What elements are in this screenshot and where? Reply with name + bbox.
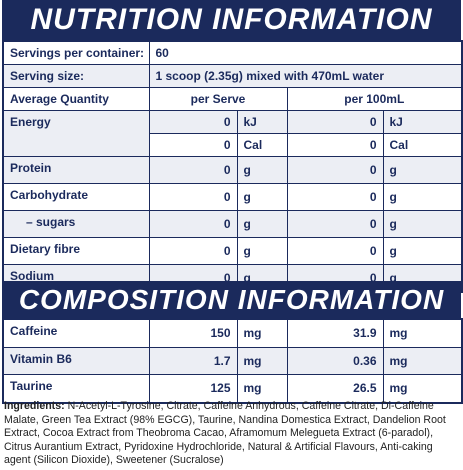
column-header: per Serve xyxy=(148,87,288,111)
column-header: Average Quantity xyxy=(2,87,150,111)
value: 0.36 xyxy=(286,346,384,375)
unit: Cal xyxy=(236,133,288,157)
unit: g xyxy=(382,183,463,211)
value: 0 xyxy=(148,110,238,134)
value: 0 xyxy=(148,237,238,265)
row-value: 60 xyxy=(148,40,463,65)
value: 0 xyxy=(286,133,384,157)
value: 0 xyxy=(148,210,238,238)
row: Servings per container: 60 xyxy=(2,40,463,65)
row: Taurine 125 mg 26.5 mg xyxy=(2,374,463,403)
ingredients-text: N-Acetyl-L-Tyrosine, Citrate, Caffeine A… xyxy=(4,400,446,466)
value: 0 xyxy=(286,210,384,238)
unit: g xyxy=(236,237,288,265)
row: Energy 0 kJ 0 kJ xyxy=(2,110,463,157)
value: 0 xyxy=(286,156,384,184)
row: – sugars 0 g 0 g xyxy=(2,210,463,238)
value: 0 xyxy=(286,237,384,265)
row-label: – sugars xyxy=(2,210,150,238)
row-label: Energy xyxy=(2,110,150,157)
row-label: Carbohydrate xyxy=(2,183,150,211)
value: 150 xyxy=(148,318,238,348)
unit: g xyxy=(382,210,463,238)
unit: g xyxy=(236,183,288,211)
row-label: Servings per container: xyxy=(2,40,150,65)
value: 0 xyxy=(286,183,384,211)
row: Dietary fibre 0 g 0 g xyxy=(2,237,463,265)
unit: mg xyxy=(236,346,288,375)
row-label: Caffeine xyxy=(2,318,150,348)
row-label: Taurine xyxy=(2,374,150,403)
row: 0 Cal 0 Cal xyxy=(3,133,463,157)
row: Carbohydrate 0 g 0 g xyxy=(2,183,463,211)
column-header: per 100mL xyxy=(286,87,463,111)
unit: mg xyxy=(382,346,463,375)
value: 0 xyxy=(148,183,238,211)
row: Protein 0 g 0 g xyxy=(2,156,463,184)
unit: g xyxy=(236,156,288,184)
row-label: Serving size: xyxy=(2,64,150,88)
ingredients: Ingredients: N-Acetyl-L-Tyrosine, Citrat… xyxy=(4,400,460,468)
section-title: COMPOSITION INFORMATION xyxy=(2,281,461,318)
unit: mg xyxy=(236,374,288,403)
ingredients-label: Ingredients: xyxy=(4,400,65,412)
value: 31.9 xyxy=(286,318,384,348)
unit: g xyxy=(382,237,463,265)
row: Caffeine 150 mg 31.9 mg xyxy=(2,318,463,348)
unit: mg xyxy=(382,318,463,348)
row: Vitamin B6 1.7 mg 0.36 mg xyxy=(2,346,463,375)
unit: g xyxy=(382,156,463,184)
row: Serving size: 1 scoop (2.35g) mixed with … xyxy=(2,64,463,88)
row-label: Vitamin B6 xyxy=(2,346,150,375)
unit: kJ xyxy=(382,110,463,134)
value: 0 xyxy=(286,110,384,134)
unit: kJ xyxy=(236,110,288,134)
row: Average Quantity per Serve per 100mL xyxy=(2,87,463,111)
unit: Cal xyxy=(382,133,463,157)
value: 0 xyxy=(148,156,238,184)
row-value: 1 scoop (2.35g) mixed with 470mL water xyxy=(148,64,463,88)
row-label: Protein xyxy=(2,156,150,184)
unit: mg xyxy=(382,374,463,403)
section-title: NUTRITION INFORMATION xyxy=(2,0,461,40)
nutrition-table: Servings per container: 60 Serving size: 1 … xyxy=(2,40,463,293)
unit: mg xyxy=(236,318,288,348)
value: 0 xyxy=(148,133,238,157)
value: 1.7 xyxy=(148,346,238,375)
unit: g xyxy=(236,210,288,238)
value: 125 xyxy=(148,374,238,403)
composition-table: Caffeine 150 mg 31.9 mg Vitamin B6 1.7 mg 0.36 mg… xyxy=(2,318,463,404)
row-label: Dietary fibre xyxy=(2,237,150,265)
value: 26.5 xyxy=(286,374,384,403)
